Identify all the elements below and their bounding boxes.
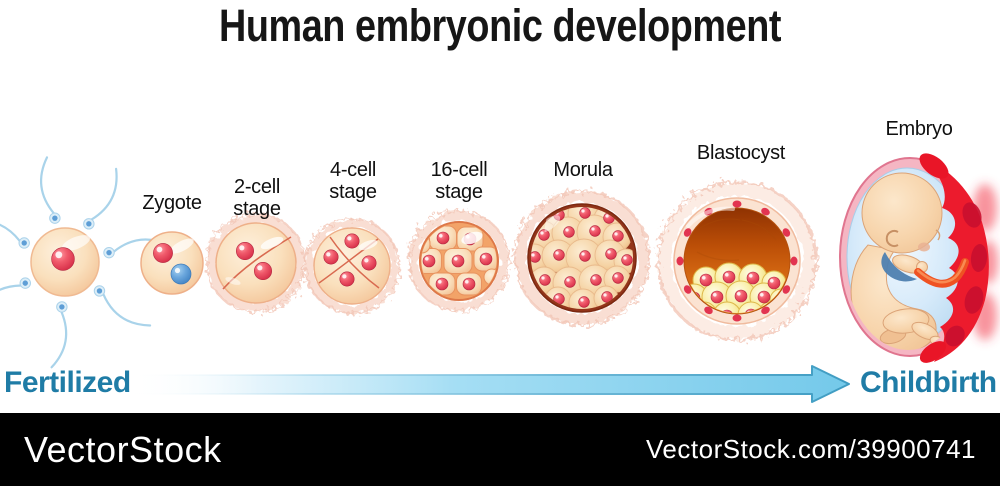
sixteen-cell-stage-illustration [408,210,510,312]
placenta [919,153,989,363]
embryo-illustration [839,153,998,363]
stage-label-morula: Morula [553,159,613,181]
vectorstock-credit: VectorStock.com/39900741 [646,434,976,464]
morula-illustration [513,189,651,327]
stage-label-4-cell: 4-cell stage [329,159,377,203]
stage-label-16-cell: 16-cell stage [430,159,488,203]
stage-label-blastocyst: Blastocyst [696,142,786,164]
timeline-arrow [129,365,850,403]
zygote-illustration [140,231,204,295]
watermark-bar: VectorStock VectorStock.com/39900741 [0,413,1000,486]
four-cell-stage-illustration [304,218,400,314]
page-title: Human embryonic development [218,0,782,51]
blastocyst-illustration [656,180,818,342]
fetus [850,172,945,350]
timeline-end-label: Childbirth [860,366,997,399]
timeline-start-label: Fertilized [4,366,131,399]
stage-label-zygote: Zygote [142,192,202,214]
sperm-cells [0,156,171,369]
umbilical-cord [914,258,969,288]
stage-label-embryo: Embryo [885,118,953,140]
stage-label-2-cell: 2-cell stage [233,176,281,220]
two-cell-stage-illustration [206,213,306,313]
fertilized-egg-illustration [0,156,171,369]
vectorstock-logo: VectorStock [24,428,222,470]
